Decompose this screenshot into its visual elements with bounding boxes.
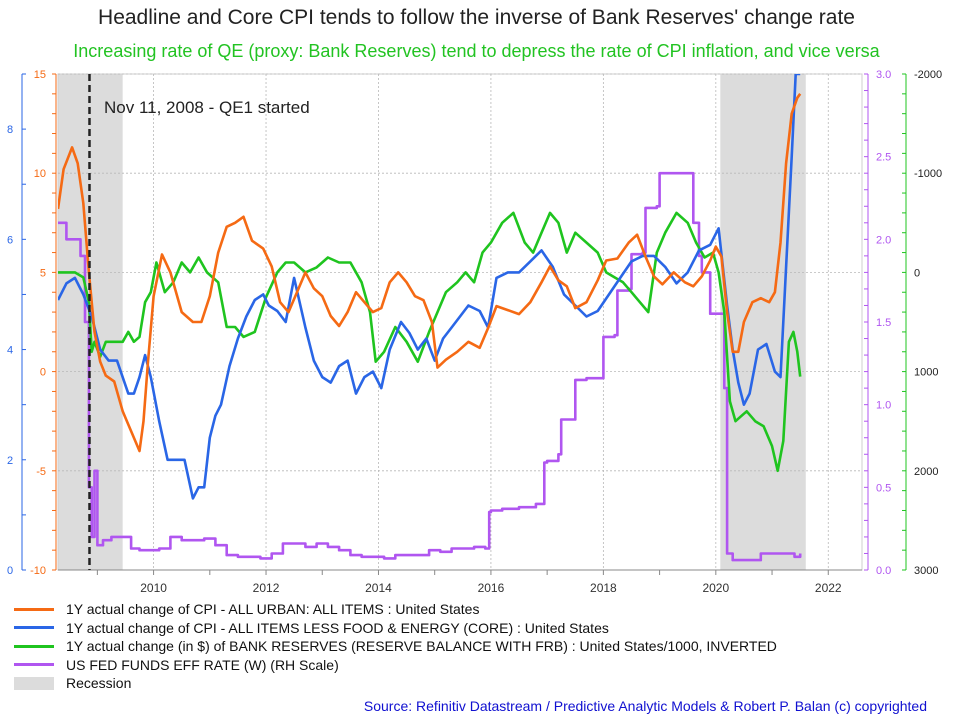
series-lines bbox=[58, 74, 802, 562]
legend-label-recession: Recession bbox=[66, 675, 132, 692]
cpi-tick-label: -10 bbox=[30, 565, 46, 577]
legend-item-reserves: 1Y actual change (in $) of BANK RESERVES… bbox=[14, 637, 777, 656]
chart-subtitle: Increasing rate of QE (proxy: Bank Reser… bbox=[73, 41, 880, 61]
series-line-reserves bbox=[58, 211, 802, 473]
x-tick-label: 2014 bbox=[365, 581, 392, 595]
cpi-tick-label: 5 bbox=[40, 267, 46, 279]
legend-swatch-cpi bbox=[14, 607, 54, 611]
fedfunds-tick-label: 1.5 bbox=[876, 317, 891, 329]
legend-swatch-recession bbox=[14, 676, 54, 690]
core-tick-label: 0 bbox=[7, 565, 13, 577]
legend-item-cpi: 1Y actual change of CPI - ALL URBAN: ALL… bbox=[14, 600, 777, 619]
reserves-tick-label: 0 bbox=[914, 267, 920, 279]
x-tick-label: 2012 bbox=[253, 581, 280, 595]
core-tick-label: 2 bbox=[7, 455, 13, 467]
source-credit: Source: Refinitiv Datastream / Predictiv… bbox=[363, 698, 927, 714]
legend-label-cpi: 1Y actual change of CPI - ALL URBAN: ALL… bbox=[66, 601, 480, 618]
legend-item-fedfunds: US FED FUNDS EFF RATE (W) (RH Scale) bbox=[14, 656, 777, 675]
cpi-tick-label: -5 bbox=[36, 466, 46, 478]
fedfunds-tick-label: 2.0 bbox=[876, 234, 891, 246]
legend-label-core: 1Y actual change of CPI - ALL ITEMS LESS… bbox=[66, 619, 609, 636]
x-tick-label: 2020 bbox=[702, 581, 729, 595]
chart-title: Headline and Core CPI tends to follow th… bbox=[98, 6, 855, 29]
core-tick-label: 8 bbox=[7, 124, 13, 136]
legend-item-recession: Recession bbox=[14, 674, 777, 693]
qe1-annotation-label: Nov 11, 2008 - QE1 started bbox=[104, 98, 310, 117]
core-tick-label: 6 bbox=[7, 234, 13, 246]
reserves-tick-label: 1000 bbox=[914, 367, 938, 379]
reserves-tick-label: 3000 bbox=[914, 565, 938, 577]
fedfunds-tick-label: 0.0 bbox=[876, 565, 891, 577]
cpi-tick-label: 0 bbox=[40, 367, 46, 379]
reserves-tick-label: -1000 bbox=[914, 168, 942, 180]
x-tick-label: 2022 bbox=[815, 581, 842, 595]
core-tick-label: 4 bbox=[7, 345, 13, 357]
reserves-tick-label: 2000 bbox=[914, 466, 938, 478]
legend-label-fedfunds: US FED FUNDS EFF RATE (W) (RH Scale) bbox=[66, 656, 339, 673]
cpi-tick-label: 15 bbox=[34, 69, 46, 81]
fedfunds-tick-label: 3.0 bbox=[876, 69, 891, 81]
legend-swatch-reserves bbox=[14, 644, 54, 648]
fedfunds-tick-label: 1.0 bbox=[876, 400, 891, 412]
series-line-core bbox=[58, 74, 801, 500]
legend-swatch-fedfunds bbox=[14, 663, 54, 667]
fedfunds-tick-label: 0.5 bbox=[876, 482, 891, 494]
legend-label-reserves: 1Y actual change (in $) of BANK RESERVES… bbox=[66, 638, 777, 655]
x-tick-label: 2018 bbox=[590, 581, 617, 595]
reserves-tick-label: -2000 bbox=[914, 69, 942, 81]
axes: 2010 2012 2014 2016 2018 2020 2022 0 2 4 6 8 -10 -5 0 5… bbox=[7, 69, 942, 595]
series-line-fedfunds bbox=[58, 171, 802, 562]
x-tick-label: 2016 bbox=[478, 581, 505, 595]
legend: 1Y actual change of CPI - ALL URBAN: ALL… bbox=[14, 600, 777, 693]
annotation-group: Nov 11, 2008 - QE1 started bbox=[88, 74, 310, 570]
fedfunds-tick-label: 2.5 bbox=[876, 152, 891, 164]
series-line-cpi bbox=[58, 93, 802, 453]
legend-item-core: 1Y actual change of CPI - ALL ITEMS LESS… bbox=[14, 619, 777, 638]
legend-swatch-core bbox=[14, 626, 54, 630]
x-tick-label: 2010 bbox=[140, 581, 167, 595]
cpi-tick-label: 10 bbox=[34, 168, 46, 180]
